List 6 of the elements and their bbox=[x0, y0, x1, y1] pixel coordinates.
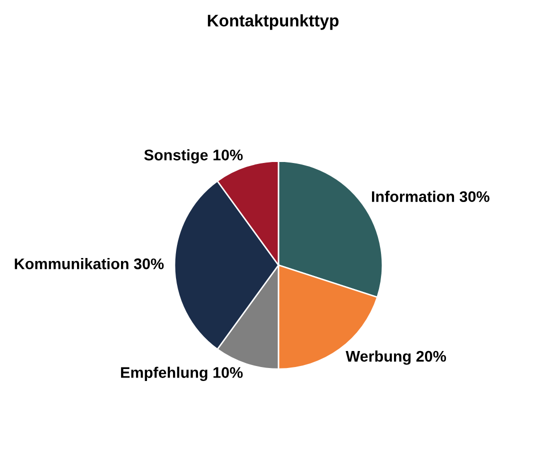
chart-title: Kontaktpunkttyp bbox=[208, 14, 339, 30]
slice-label: Empfehlung 10% bbox=[121, 366, 243, 382]
slice-label: Werbung 20% bbox=[346, 350, 446, 365]
slice-label: Sonstige 10% bbox=[144, 149, 243, 164]
slice-label: Kommunikation 30% bbox=[14, 258, 164, 270]
slice-label: Information 30% bbox=[372, 190, 490, 202]
